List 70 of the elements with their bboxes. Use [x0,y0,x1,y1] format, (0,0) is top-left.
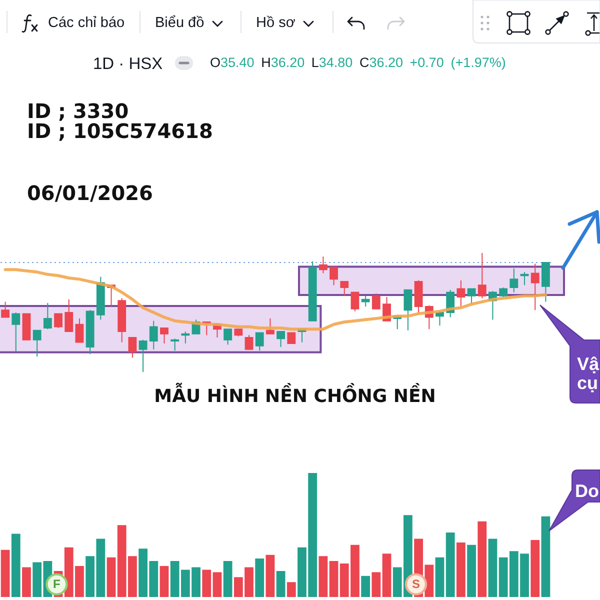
bar [22,567,31,597]
text: cụ [577,372,598,393]
text: Các chỉ báo [48,14,125,31]
candlestick [340,281,349,296]
bar [276,570,286,597]
bar [318,556,328,597]
candlestick [287,332,296,344]
candlestick [467,288,476,305]
bar [329,561,338,597]
candlestick [43,302,52,330]
bar [456,542,466,597]
text: Do [575,480,599,501]
annotation: F [53,577,60,592]
text: ID ; 3330 [27,98,129,123]
bar [541,516,550,597]
candlestick [456,280,466,308]
candlestick [160,327,168,344]
text: O35.40 H36.20 L34.80 C36.20 +0.70 (+1.97%) [210,55,506,70]
candlestick [1,301,10,318]
candlestick [12,312,20,352]
candlestick [361,295,370,308]
bar [202,570,212,597]
candlestick [255,332,264,352]
candlestick [330,266,338,286]
text: Biểu đồ [155,14,204,31]
candlestick [170,338,180,352]
candlestick [520,272,529,286]
bar [286,582,296,597]
candlestick [478,253,486,299]
candlestick [541,262,550,302]
candlestick [350,292,360,312]
text: 06/01/2026 [27,180,153,205]
candlestick [128,336,137,358]
candlestick [181,331,190,344]
bar [467,544,476,597]
candlestick [64,298,74,332]
annotation: S [412,577,420,592]
bar [382,554,392,597]
candlestick [530,263,540,311]
candlestick [224,328,232,346]
bar [372,572,381,597]
text: Hồ sơ [256,14,296,31]
bar [361,576,370,597]
bar [255,558,264,597]
bar [488,538,498,597]
candlestick [244,334,254,350]
bar [223,561,232,597]
candlestick [372,292,380,310]
candlestick [54,313,62,328]
candlestick [149,320,158,350]
bar [478,521,487,597]
bar [11,534,20,597]
candlestick [404,289,412,331]
candlestick [510,268,518,293]
candlestick [318,256,328,274]
bar [0,550,10,597]
bar [212,572,222,597]
chart-subtitle: 1D · HSX [93,54,163,72]
candlestick [266,318,274,334]
bar [106,557,116,597]
bar [160,566,169,597]
bar [266,554,275,597]
text: Vậ [577,354,600,374]
bar [435,557,444,597]
candlestick [138,339,148,372]
bar [530,540,540,597]
candlestick [276,331,286,348]
bar [446,532,455,597]
candlestick [32,330,42,358]
candlestick [75,318,84,343]
